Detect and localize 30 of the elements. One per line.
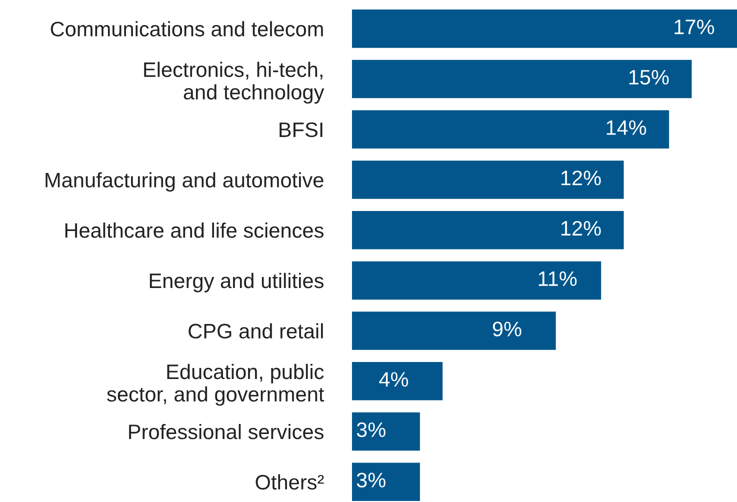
y-tick-label: Professional services [129, 424, 324, 440]
bar [352, 10, 737, 48]
y-tick-label: BFSI [280, 122, 322, 138]
y-tick-label: Healthcare and life sciences [65, 222, 324, 238]
bar [352, 362, 443, 400]
bar [352, 312, 556, 350]
data-label: 3% [356, 472, 386, 488]
y-tick-label: Communications and telecom [50, 21, 323, 36]
bar [352, 261, 602, 300]
bar [352, 462, 420, 501]
data-label: 12% [561, 170, 601, 186]
y-tick-label: Manufacturing and automotive [46, 172, 324, 192]
bar [352, 412, 420, 451]
data-label: 9% [492, 322, 522, 336]
data-label: 12% [561, 220, 601, 236]
data-label: 14% [606, 120, 646, 135]
bar [352, 210, 624, 250]
bar [352, 110, 670, 149]
bar [352, 160, 624, 199]
y-tick-label: Education, public sector, and government [107, 364, 324, 406]
data-label: 15% [629, 70, 669, 85]
data-label: 4% [379, 372, 408, 387]
y-tick-label: Energy and utilities [150, 272, 324, 292]
y-tick-label: CPG and retail [188, 323, 323, 339]
y-tick-label: Others² [256, 474, 324, 490]
data-label: 11% [538, 271, 577, 286]
data-label: 17% [674, 20, 714, 34]
data-label: 3% [356, 422, 386, 438]
bar [352, 60, 692, 98]
y-tick-label: Electronics, hi-tech, and technology [144, 62, 324, 104]
